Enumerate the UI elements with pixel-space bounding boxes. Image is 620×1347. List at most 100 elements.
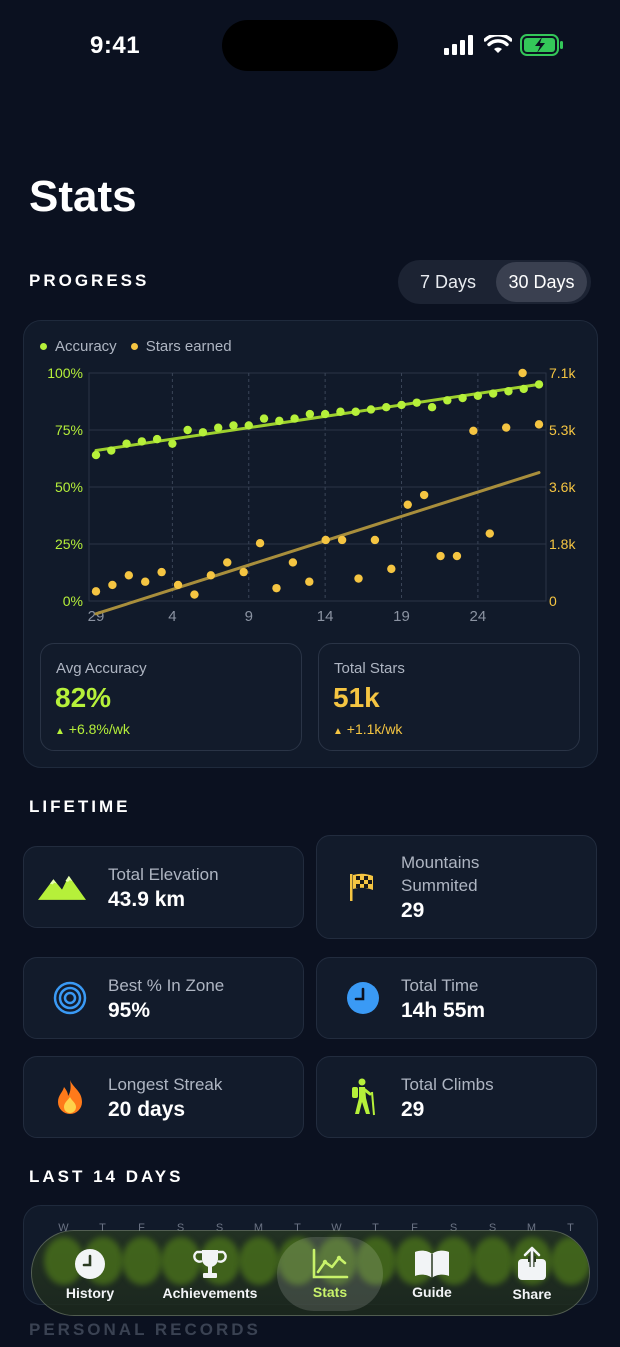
wifi-icon: [484, 35, 512, 53]
mountains-summited-card[interactable]: Mountains Summited 29: [316, 835, 597, 939]
best-in-zone-card[interactable]: Best % In Zone 95%: [23, 957, 304, 1039]
book-icon: [415, 1250, 449, 1278]
tab-achievements[interactable]: Achievements: [150, 1237, 270, 1311]
x-tick-label: 4: [168, 608, 176, 625]
accuracy-point: [290, 414, 299, 423]
status-time: 9:41: [90, 32, 141, 59]
x-tick-label: 19: [393, 608, 410, 625]
stars-point: [485, 529, 494, 538]
total-stars-value: 51k: [333, 682, 380, 713]
stars-point: [206, 571, 216, 580]
stars-point: [272, 583, 281, 593]
range-30-days-button[interactable]: 30 Days: [496, 262, 587, 302]
day-label: T: [372, 1222, 379, 1234]
stars-point: [223, 558, 232, 567]
chart-icon: [312, 1248, 349, 1279]
stars-point: [288, 558, 298, 567]
accuracy-point: [107, 446, 116, 455]
longest-streak-value: 20 days: [108, 1098, 186, 1121]
stars-point: [173, 580, 183, 590]
stars-point: [305, 577, 314, 586]
mountains-summited-label: Mountains Summited: [401, 853, 480, 895]
stars-point: [190, 590, 199, 599]
longest-streak-card[interactable]: Longest Streak 20 days: [23, 1056, 304, 1138]
clock-icon: [75, 1249, 105, 1279]
y-left-tick-label: 50%: [55, 479, 83, 495]
trend-up-icon: ▲: [55, 726, 65, 737]
stars-trend-line: [94, 471, 541, 616]
stars-point: [124, 571, 134, 580]
page-title: Stats: [29, 172, 137, 221]
accuracy-point: [183, 425, 192, 435]
total-elevation-card[interactable]: Total Elevation 43.9 km: [23, 846, 304, 928]
stars-point: [501, 423, 511, 432]
y-left-tick-label: 100%: [47, 365, 83, 381]
y-left-tick-label: 0%: [63, 593, 83, 609]
stars-point: [141, 577, 150, 586]
day-activity-blob: [239, 1237, 279, 1285]
day-activity-blob: [278, 1237, 318, 1285]
total-elevation-label: Total Elevation: [108, 865, 219, 884]
total-climbs-label: Total Climbs: [401, 1075, 494, 1094]
avg-accuracy-card: Avg Accuracy 82% ▲ +6.8%/wk: [40, 643, 302, 751]
total-time-label: Total Time: [401, 976, 479, 995]
stars-point: [337, 535, 347, 545]
accuracy-point: [91, 450, 101, 460]
total-stars-trend-text: +1.1k/wk: [346, 721, 403, 737]
longest-streak-label: Longest Streak: [108, 1075, 223, 1094]
legend-stars-dot: [130, 343, 138, 350]
avg-accuracy-label: Avg Accuracy: [56, 660, 147, 677]
range-7-days-button[interactable]: 7 Days: [419, 271, 477, 292]
day-label: T: [99, 1222, 106, 1234]
flame-icon: [46, 1077, 94, 1117]
stars-point: [370, 535, 380, 545]
tab-bar: History Achievements Stats Guide: [31, 1230, 590, 1316]
clock-icon: [339, 978, 387, 1018]
checkered-flag-icon: [339, 867, 387, 907]
accuracy-point: [305, 409, 315, 419]
y-left-tick-label: 75%: [55, 422, 83, 438]
day-label: M: [526, 1222, 537, 1234]
range-segmented-control: 7 Days 30 Days: [398, 260, 591, 304]
tab-stats[interactable]: Stats: [277, 1237, 383, 1311]
accuracy-point: [259, 414, 269, 423]
tab-stats-label: Stats: [312, 1284, 348, 1300]
mountains-summited-value: 29: [401, 899, 425, 922]
day-label: M: [253, 1222, 264, 1234]
accuracy-point: [488, 389, 498, 398]
tab-share[interactable]: Share: [488, 1237, 576, 1311]
lifetime-section-label: LIFETIME: [29, 797, 131, 816]
day-label: W: [58, 1222, 69, 1234]
stars-point: [255, 538, 265, 548]
day-activity-blob: [551, 1237, 589, 1285]
tab-history[interactable]: History: [46, 1237, 134, 1311]
progress-chart: 29 4 9 14 19 24100%75%50%25%0%7.1k5.3k3.6k1.8…: [47, 365, 576, 625]
hiker-icon: [339, 1077, 387, 1117]
total-climbs-card[interactable]: Total Climbs 29: [316, 1056, 597, 1138]
legend-accuracy-dot: [40, 343, 47, 350]
total-time-card[interactable]: Total Time 14h 55m: [316, 957, 597, 1039]
signal-icon: [444, 35, 473, 55]
y-right-tick-label: 3.6k: [549, 479, 576, 495]
y-right-tick-label: 5.3k: [549, 422, 576, 438]
day-label: W: [331, 1222, 342, 1234]
stars-point: [452, 551, 462, 561]
total-time-value: 14h 55m: [401, 999, 486, 1022]
accuracy-point: [443, 396, 452, 405]
trophy-icon: [193, 1250, 227, 1278]
total-stars-trend: ▲ +1.1k/wk: [333, 721, 402, 737]
trend-up-icon: ▲: [333, 726, 343, 737]
accuracy-trend-line: [94, 382, 541, 453]
day-activity-blob: [356, 1237, 396, 1285]
stars-point: [436, 551, 445, 561]
tab-history-label: History: [65, 1285, 115, 1301]
day-label: F: [411, 1222, 418, 1234]
accuracy-point: [214, 423, 223, 432]
day-label: F: [138, 1222, 145, 1234]
accuracy-point: [473, 391, 483, 400]
day-label: S: [215, 1222, 224, 1234]
accuracy-point: [198, 428, 208, 437]
tab-guide[interactable]: Guide: [388, 1237, 476, 1311]
status-bar: 9:41: [0, 0, 620, 90]
